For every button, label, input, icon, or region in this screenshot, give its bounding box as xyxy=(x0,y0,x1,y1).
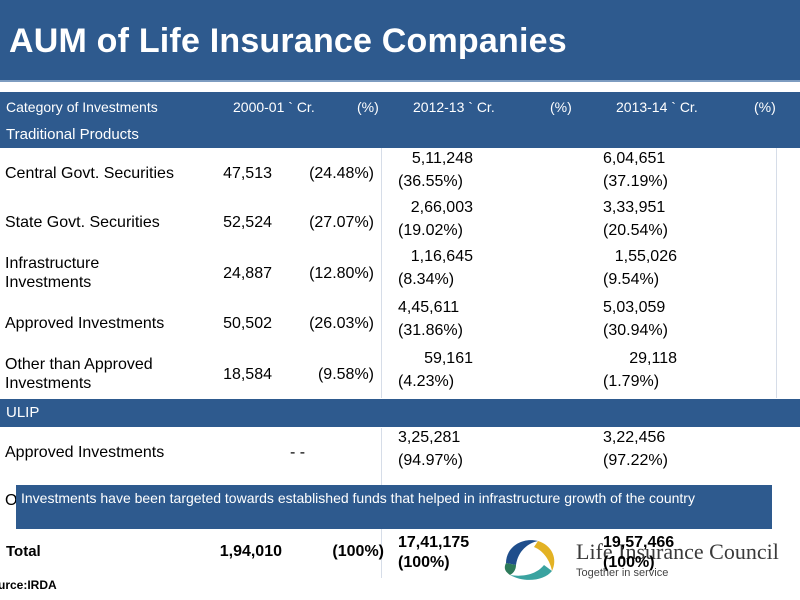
total-value-2012: 17,41,175 xyxy=(398,534,470,551)
column-divider xyxy=(776,148,777,398)
header-col1: 2000-01 ` Cr. xyxy=(233,99,315,115)
row-pct-2013: (37.19%) xyxy=(603,173,668,190)
row-value-2012: 59,161 xyxy=(424,350,473,367)
total-pct-2012: (100%) xyxy=(398,554,450,571)
total-value-2013: 19,57,466 xyxy=(603,534,675,551)
total-value-2000: 1,94,010 xyxy=(219,543,282,560)
row-value-2000: 47,513 xyxy=(223,165,272,182)
council-emblem-icon xyxy=(504,540,555,580)
callout-banner: Investments have been targeted towards e… xyxy=(16,485,772,529)
row-value-2013: 3,33,951 xyxy=(603,199,666,216)
section-ulip-row: ULIP xyxy=(0,399,800,427)
row-value-2000: 18,584 xyxy=(223,366,272,383)
row-category: Other than Approved Investments xyxy=(5,356,153,392)
header-col1-pct: (%) xyxy=(357,99,379,115)
row-value-2012: 3,25,281 xyxy=(398,429,461,446)
total-pct-2000: (100%) xyxy=(332,543,384,560)
header-col2-pct: (%) xyxy=(550,99,572,115)
row-category: Approved Investments xyxy=(5,315,165,332)
column-divider xyxy=(381,148,382,398)
section-ulip: ULIP xyxy=(6,404,40,421)
total-label: Total xyxy=(6,543,41,560)
row-pct-2012: (36.55%) xyxy=(398,173,463,190)
row-pct-2013: (97.22%) xyxy=(603,452,668,469)
logo-name: Life Insurance Council xyxy=(576,539,779,564)
title-bar: AUM of Life Insurance Companies xyxy=(0,0,800,82)
header-col3: 2013-14 ` Cr. xyxy=(616,99,698,115)
logo-tagline: Together in service xyxy=(576,567,669,579)
row-value-2013: 6,04,651 xyxy=(603,150,666,167)
row-pct-2012: (19.02%) xyxy=(398,222,463,239)
section-traditional: Traditional Products xyxy=(6,126,139,143)
page-title: AUM of Life Insurance Companies xyxy=(9,22,567,60)
row-pct-2000: (9.58%) xyxy=(317,366,374,383)
row-category: State Govt. Securities xyxy=(5,214,160,231)
table-header-row: Category of Investments 2000-01 ` Cr. (%… xyxy=(0,92,800,148)
header-category: Category of Investments xyxy=(6,99,158,115)
row-pct-2013: (20.54%) xyxy=(603,222,668,239)
row-pct-2000: (27.07%) xyxy=(309,214,374,231)
row-pct-2013: (30.94%) xyxy=(603,322,668,339)
row-pct-2012: (8.34%) xyxy=(398,271,455,288)
life-insurance-council-logo: Life Insurance Council Together in servi… xyxy=(500,535,785,583)
row-value-2000: 24,887 xyxy=(223,265,272,282)
row-value-2013: 5,03,059 xyxy=(603,299,666,316)
total-pct-2013: (100%) xyxy=(603,554,655,571)
row-pct-2000: (24.48%) xyxy=(309,165,374,182)
row-value-2000: 50,502 xyxy=(223,315,272,332)
row-value-2012: 5,11,248 xyxy=(411,150,473,167)
row-value-2012: 1,16,645 xyxy=(410,248,473,265)
row-value-2012: 4,45,611 xyxy=(398,299,460,316)
row-pct-2012: (31.86%) xyxy=(398,322,463,339)
row-pct-2012: (94.97%) xyxy=(398,452,463,469)
row-category: Infrastructure Investments xyxy=(5,255,100,291)
source-note: urce:IRDA xyxy=(0,578,57,592)
row-value-2013: 1,55,026 xyxy=(614,248,677,265)
row-category-partial: O xyxy=(5,492,18,509)
row-pct-2013: (1.79%) xyxy=(603,373,660,390)
header-col2: 2012-13 ` Cr. xyxy=(413,99,495,115)
row-pct-2000: (12.80%) xyxy=(309,265,374,282)
row-pct-2000: (26.03%) xyxy=(309,315,374,332)
row-pct-2012: (4.23%) xyxy=(398,373,455,390)
row-value-2012: 2,66,003 xyxy=(410,199,473,216)
row-value-2000: 52,524 xyxy=(223,214,272,231)
row-value-2000: - - xyxy=(290,444,306,461)
row-category: Central Govt. Securities xyxy=(5,165,174,182)
row-value-2013: 3,22,456 xyxy=(603,429,666,446)
row-category: Approved Investments xyxy=(5,444,165,461)
header-col3-pct: (%) xyxy=(754,99,776,115)
row-pct-2013: (9.54%) xyxy=(603,271,660,288)
row-value-2013: 29,118 xyxy=(629,350,677,367)
